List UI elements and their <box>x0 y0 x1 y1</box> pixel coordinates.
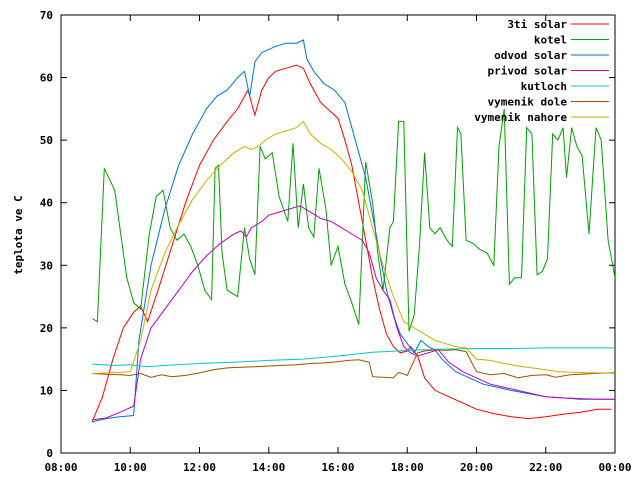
legend-label: odvod solar <box>494 49 567 62</box>
series-group <box>91 39 615 423</box>
legend-label: kutloch <box>521 80 567 93</box>
legend-label: kotel <box>534 34 567 47</box>
x-tick-label: 22:00 <box>529 461 562 474</box>
x-tick-label: 16:00 <box>321 461 354 474</box>
series-line-kutloch <box>92 347 615 368</box>
x-tick-label: 08:00 <box>44 461 77 474</box>
y-tick-label: 60 <box>40 72 53 85</box>
y-tick-label: 20 <box>40 322 53 335</box>
legend-label: privod solar <box>488 65 568 78</box>
legend-item: privod solar <box>488 65 609 78</box>
legend-item: vymenik dole <box>488 96 609 109</box>
x-tick-label: 10:00 <box>114 461 147 474</box>
series-line-odvod-solar <box>92 39 615 423</box>
x-tick-label: 00:00 <box>598 461 631 474</box>
y-tick-label: 30 <box>40 259 53 272</box>
legend-item: kotel <box>534 34 609 47</box>
legend-label: vymenik nahore <box>474 111 567 124</box>
y-tick-label: 10 <box>40 384 53 397</box>
legend-item: 3ti solar <box>507 18 609 31</box>
axes: 0 10 20 30 40 50 60 70 08:00 10:00 12:00 14:00 16:00… <box>40 9 632 474</box>
x-tick-label: 18:00 <box>391 461 424 474</box>
series-line-vymenik-nahore <box>92 120 615 374</box>
x-tick-label: 12:00 <box>183 461 216 474</box>
x-tick-label: 14:00 <box>252 461 285 474</box>
legend-item: odvod solar <box>494 49 609 62</box>
y-tick-label: 50 <box>40 134 53 147</box>
legend-item: kutloch <box>521 80 609 93</box>
legend: 3ti solar kotel odvod solar privod solar kut… <box>474 18 609 124</box>
series-line-vymenik-dole <box>92 349 615 379</box>
series-line-kotel <box>91 108 615 332</box>
legend-label: vymenik dole <box>488 96 568 109</box>
series-line-privod-solar <box>92 205 615 421</box>
y-tick-label: 0 <box>46 447 53 460</box>
legend-item: vymenik nahore <box>474 111 609 124</box>
x-tick-label: 20:00 <box>460 461 493 474</box>
legend-label: 3ti solar <box>507 18 567 31</box>
y-axis-title: teplota ve C <box>12 195 25 274</box>
y-tick-label: 40 <box>40 197 53 210</box>
y-tick-label: 70 <box>40 9 53 22</box>
